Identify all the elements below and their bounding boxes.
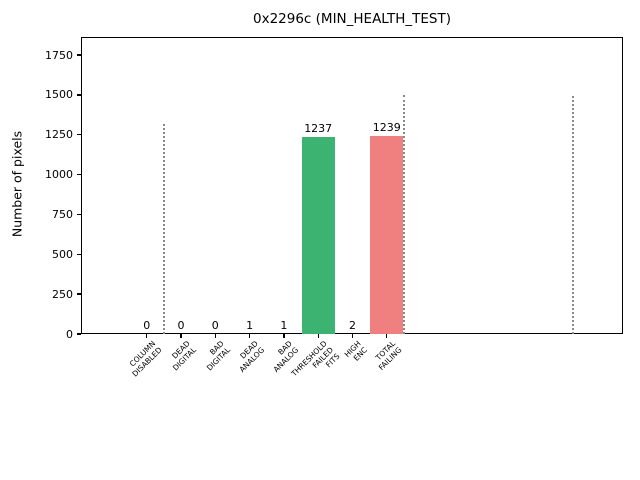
- y-tick-mark: [77, 213, 81, 216]
- y-tick-label: 1000: [45, 168, 73, 182]
- y-tick-mark: [77, 293, 81, 295]
- bar-value-label: 1239: [372, 121, 401, 135]
- x-tick-label: COLUMN DISABLED: [127, 339, 164, 379]
- section-separator: [162, 123, 165, 334]
- bar-value-label: 1: [280, 318, 288, 332]
- bar: [370, 136, 404, 334]
- x-tick-mark: [283, 334, 285, 338]
- x-tick-mark: [351, 334, 354, 338]
- x-tick-mark: [386, 334, 388, 338]
- bar-value-label: 0: [143, 319, 151, 332]
- bar-value-label: 1: [246, 318, 254, 332]
- y-tick-mark: [77, 173, 81, 176]
- x-tick-mark: [146, 334, 148, 338]
- bar-value-label: 0: [211, 319, 219, 332]
- x-tick-label: THRESHOLD FAILED FITS: [289, 339, 342, 379]
- y-tick-label: 1500: [45, 88, 73, 102]
- y-tick-mark: [77, 253, 81, 255]
- y-tick-label: 1750: [45, 48, 73, 62]
- section-separator: [402, 94, 405, 334]
- x-tick-mark: [317, 334, 319, 338]
- x-tick-mark: [248, 334, 251, 338]
- x-tick-label: BAD DIGITAL: [204, 339, 233, 373]
- y-tick-label: 0: [66, 327, 73, 341]
- bar-value-label: 1237: [304, 121, 333, 135]
- y-tick-mark: [77, 333, 81, 335]
- x-tick-label: DEAD DIGITAL: [169, 339, 198, 373]
- x-tick-label: HIGH ENC: [342, 339, 370, 363]
- x-tick-label: DEAD ANALOG: [237, 339, 267, 375]
- y-tick-label: 500: [52, 247, 73, 261]
- y-tick-label: 250: [52, 287, 73, 301]
- section-separator: [572, 96, 575, 334]
- bar: [301, 136, 335, 334]
- bar-value-label: 2: [349, 318, 356, 332]
- x-tick-label: TOTAL FAILING: [373, 339, 404, 373]
- x-tick-mark: [214, 334, 216, 338]
- bar-value-label: 0: [177, 319, 185, 332]
- x-tick-mark: [180, 334, 182, 338]
- y-tick-mark: [77, 54, 81, 56]
- y-tick-mark: [77, 134, 81, 136]
- y-tick-mark: [77, 94, 81, 96]
- y-tick-label: 1250: [45, 128, 73, 142]
- chart-title: 0x2296c (MIN_HEALTH_TEST): [253, 11, 451, 27]
- y-tick-label: 750: [52, 207, 73, 221]
- y-axis-label: Number of pixels: [9, 130, 25, 238]
- plot-area: [81, 37, 623, 334]
